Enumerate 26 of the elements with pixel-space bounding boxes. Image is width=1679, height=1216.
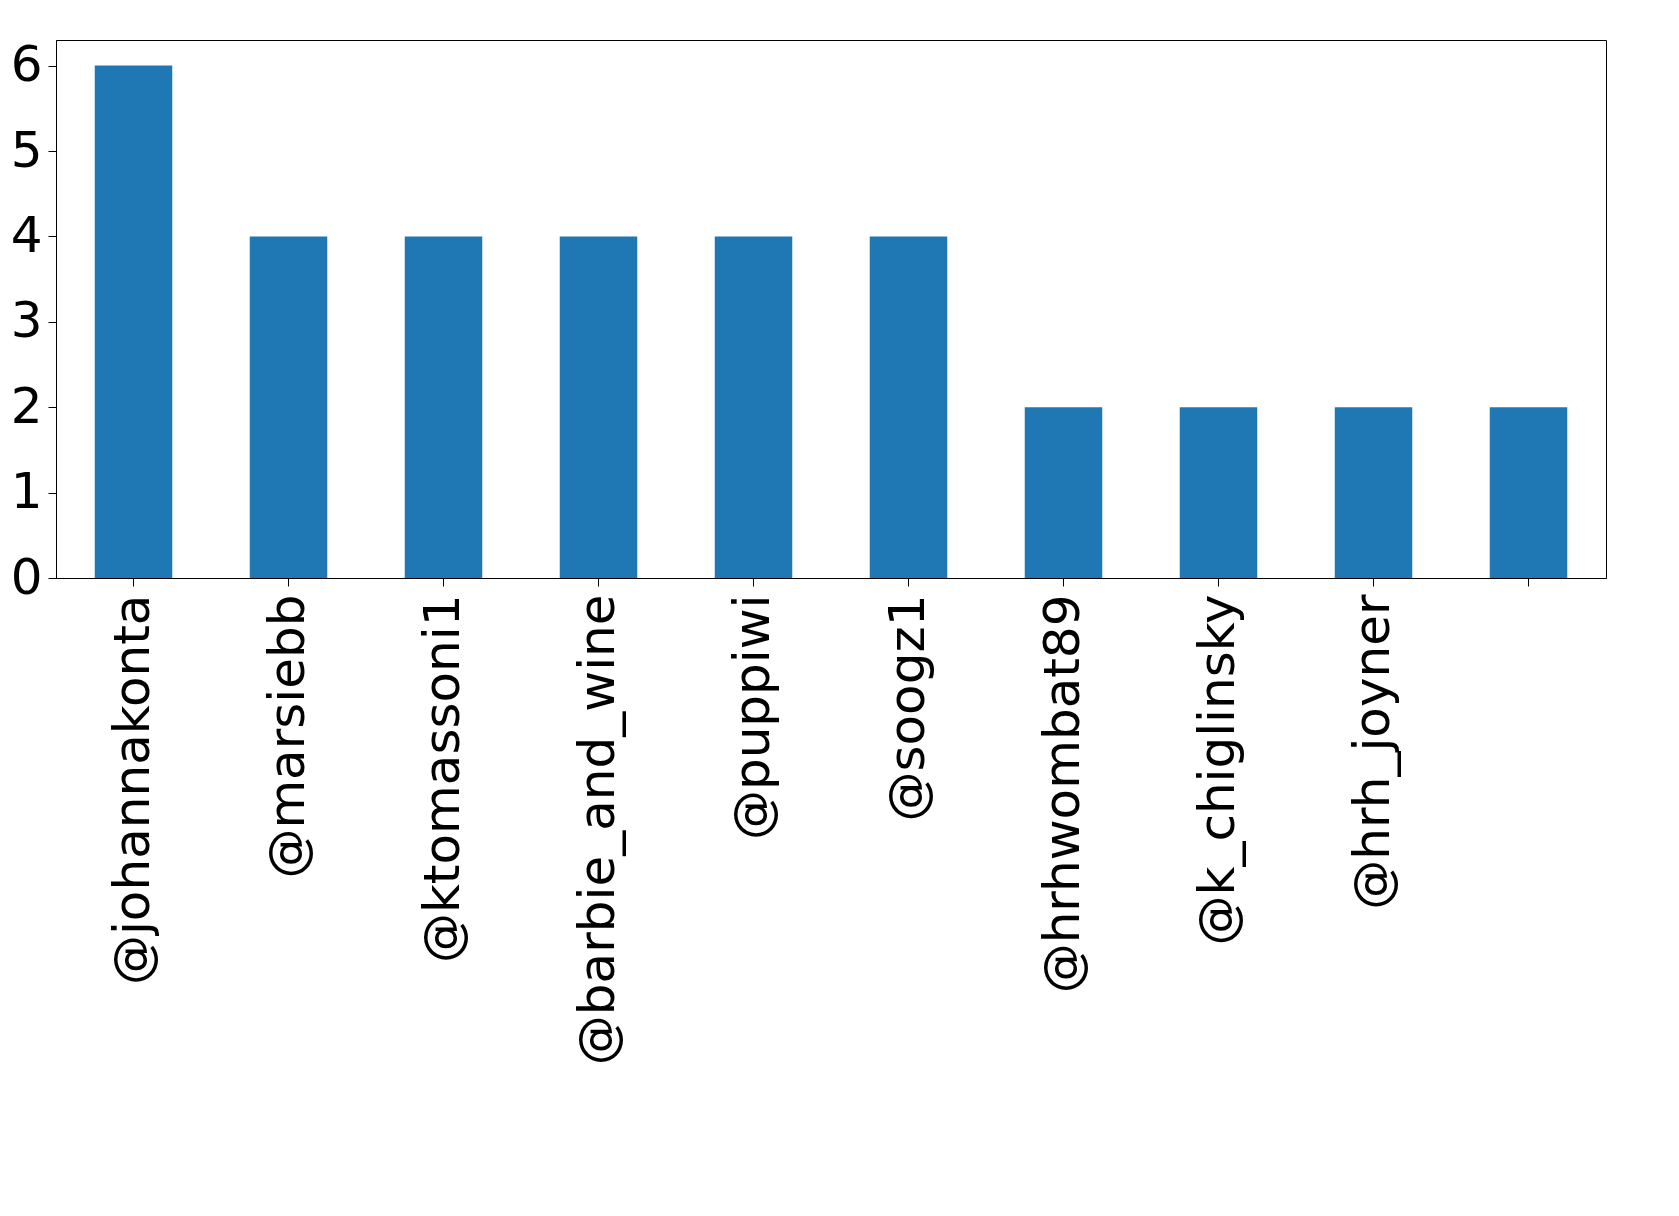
bar xyxy=(249,236,328,578)
x-tick-label: @puppiwi xyxy=(722,594,781,841)
bar xyxy=(404,236,483,578)
x-tick-label: @barbie_and_wine xyxy=(567,594,626,1066)
y-tick-label: 5 xyxy=(10,120,43,179)
x-tick-label: @soogz1 xyxy=(877,594,936,822)
y-tick-label: 0 xyxy=(10,547,43,606)
bar xyxy=(559,236,638,578)
x-tick-label: @k_chiglinsky xyxy=(1187,594,1246,946)
y-tick-label: 1 xyxy=(10,462,43,521)
x-tick-label: @johannakonta xyxy=(102,594,161,986)
bar xyxy=(1179,407,1258,578)
y-tick-label: 2 xyxy=(10,376,43,435)
bar xyxy=(94,65,173,578)
y-tick-label: 4 xyxy=(10,205,43,264)
bar xyxy=(714,236,793,578)
bar xyxy=(1024,407,1103,578)
x-tick-label: @ktomassoni1 xyxy=(412,594,471,964)
x-tick-label: @hrhwombat89 xyxy=(1032,594,1091,994)
bar xyxy=(869,236,948,578)
x-tick-label: @marsiebb xyxy=(257,594,316,879)
bar xyxy=(1489,407,1568,578)
y-tick-label: 6 xyxy=(10,35,43,94)
x-tick-label: @hrh_joyner xyxy=(1342,594,1401,910)
bar xyxy=(1334,407,1413,578)
y-tick-label: 3 xyxy=(10,291,43,350)
